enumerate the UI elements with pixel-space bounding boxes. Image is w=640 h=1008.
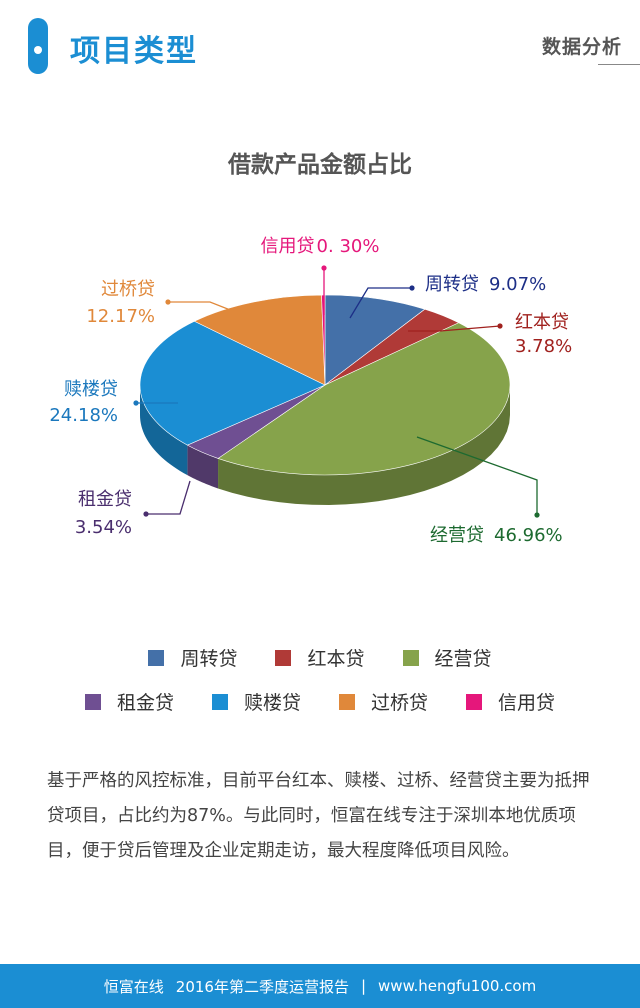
leader-dot-5	[165, 299, 171, 305]
slice-value-4: 24.18%	[49, 405, 118, 426]
slice-value-1: 3.78%	[515, 336, 572, 357]
legend-item-6: 信用贷	[466, 688, 555, 715]
leader-dot-0	[409, 285, 415, 291]
slice-name-2: 经营贷	[430, 525, 484, 546]
legend-item-1: 红本贷	[275, 644, 365, 671]
footer-company: 恒富在线	[103, 977, 164, 996]
leader-dot-6	[321, 265, 327, 271]
legend-item-2: 经营贷	[402, 644, 492, 671]
legend-label-5: 过桥贷	[371, 692, 429, 714]
legend-swatch-1	[275, 649, 292, 666]
leader-line-0	[349, 287, 412, 319]
legend-swatch-2	[402, 649, 419, 666]
slice-value-5: 12.17%	[86, 306, 155, 327]
legend-label-1: 红本贷	[307, 648, 365, 670]
leader-dot-3	[143, 511, 149, 517]
leader-dot-4	[133, 400, 139, 406]
legend-label-4: 赎楼贷	[243, 692, 301, 714]
pie-slice-5	[193, 294, 326, 386]
leader-line-3	[146, 480, 191, 515]
footer-separator: |	[360, 977, 367, 995]
slice-name-3: 租金贷	[78, 489, 132, 510]
slice-name-4: 赎楼贷	[64, 379, 118, 400]
pie-slice-2	[217, 322, 511, 476]
legend-item-3: 租金贷	[84, 688, 174, 715]
page-title: 项目类型	[70, 34, 198, 69]
pie-slice-6	[321, 294, 326, 386]
slice-label-6: 信用贷 0. 30%	[261, 236, 380, 257]
description-text: 基于严格的风控标准，目前平台红本、赎楼、过桥、经营贷主要为抵押贷项目，占比约为8…	[47, 771, 590, 861]
footer-url[interactable]: www.hengfu100.com	[378, 977, 537, 995]
pie-side-4	[140, 385, 188, 476]
slice-value-0: 9.07%	[489, 274, 546, 295]
pie-side-3	[187, 445, 219, 489]
header-dot-icon	[34, 46, 42, 54]
pie-side-2	[218, 385, 510, 505]
slice-name-0: 周转贷	[425, 274, 479, 295]
leader-line-5	[168, 301, 244, 316]
slice-value-6: 0. 30%	[317, 236, 380, 257]
slice-name-5: 过桥贷	[101, 279, 155, 300]
legend-item-5: 过桥贷	[339, 688, 428, 715]
section-label: 数据分析	[541, 36, 622, 58]
legend-swatch-6	[466, 693, 483, 710]
pie-chart: 借款产品金额占比 周转贷 9.07% 红本贷 3.78% 经营贷 46.96% 租金贷 3.5…	[49, 151, 572, 546]
pie-slice-4	[139, 320, 326, 446]
legend-swatch-5	[339, 693, 355, 710]
legend-row-1: 周转贷 红本贷 经营贷	[0, 644, 640, 671]
legend-swatch-4	[211, 693, 228, 710]
slice-label-0: 周转贷 9.07%	[425, 274, 546, 295]
legend-item-4: 赎楼贷	[211, 688, 301, 715]
leader-line-2	[416, 436, 538, 515]
chart-title: 借款产品金额占比	[227, 151, 412, 178]
footer-bar: 恒富在线 2016年第二季度运营报告 | www.hengfu100.com	[0, 964, 640, 1008]
legend-swatch-0	[148, 649, 165, 666]
slice-name-1: 红本贷	[515, 312, 569, 333]
leader-line-1	[408, 325, 501, 332]
legend-item-0: 周转贷	[148, 644, 237, 671]
legend-label-2: 经营贷	[434, 648, 492, 670]
legend-label-0: 周转贷	[180, 648, 238, 670]
legend-swatch-3	[84, 693, 101, 710]
legend-row-2: 租金贷 赎楼贷 过桥贷 信用贷	[0, 688, 640, 715]
slice-value-3: 3.54%	[75, 517, 132, 538]
slice-label-2: 经营贷 46.96%	[430, 525, 563, 546]
footer-report: 2016年第二季度运营报告	[175, 977, 349, 996]
legend-label-6: 信用贷	[498, 692, 556, 714]
slice-value-2: 46.96%	[494, 525, 563, 546]
header-divider	[598, 64, 640, 65]
leader-dot-1	[497, 323, 503, 329]
slice-name-6: 信用贷	[261, 236, 315, 257]
leader-dot-2	[534, 512, 540, 518]
legend-label-3: 租金贷	[116, 692, 174, 714]
